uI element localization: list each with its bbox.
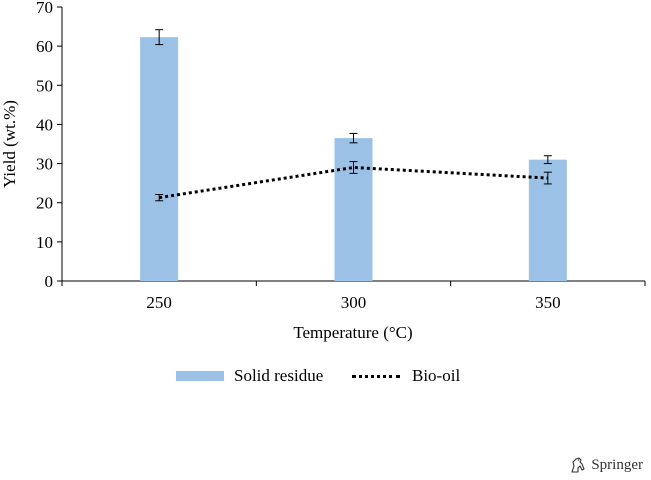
y-tick-label: 30 [36, 155, 53, 174]
x-axis-label: Temperature (°C) [293, 323, 412, 342]
error-bar-solid-residue [543, 155, 552, 165]
publisher-name: Springer [591, 456, 643, 473]
axes: 0 10 20 30 40 50 60 70 250 300 350 [36, 0, 646, 312]
x-tick-label: 300 [341, 293, 367, 312]
y-tick-label: 60 [36, 37, 53, 56]
line-bio-oil [155, 161, 552, 202]
y-tick-label: 50 [36, 76, 53, 95]
error-bar-solid-residue [155, 29, 164, 46]
y-tick-label: 0 [45, 272, 54, 291]
legend: Solid residue Bio-oil [176, 366, 496, 388]
error-bar-bio-oil [349, 161, 358, 174]
bar-solid-residue [140, 37, 179, 281]
y-tick-label: 20 [36, 194, 53, 213]
x-tick-label: 350 [535, 293, 561, 312]
bio-oil-line [158, 165, 548, 200]
springer-horse-icon [571, 457, 585, 473]
legend-label-solid-residue: Solid residue [234, 366, 324, 385]
x-tick-label: 250 [146, 293, 172, 312]
y-tick-label: 40 [36, 115, 53, 134]
publisher-logo: Springer [569, 455, 643, 475]
error-bar-bio-oil [155, 193, 164, 202]
y-tick-label: 70 [36, 0, 53, 17]
bars-solid-residue [140, 29, 567, 281]
y-axis-label: Yield (wt.%) [0, 100, 19, 188]
error-bar-solid-residue [349, 132, 358, 144]
error-bar-bio-oil [543, 171, 552, 185]
bar-solid-residue [334, 138, 373, 281]
legend-swatch-solid-residue [176, 371, 224, 381]
y-tick-label: 10 [36, 233, 53, 252]
legend-swatch-bio-oil [352, 375, 400, 378]
legend-label-bio-oil: Bio-oil [412, 366, 461, 385]
